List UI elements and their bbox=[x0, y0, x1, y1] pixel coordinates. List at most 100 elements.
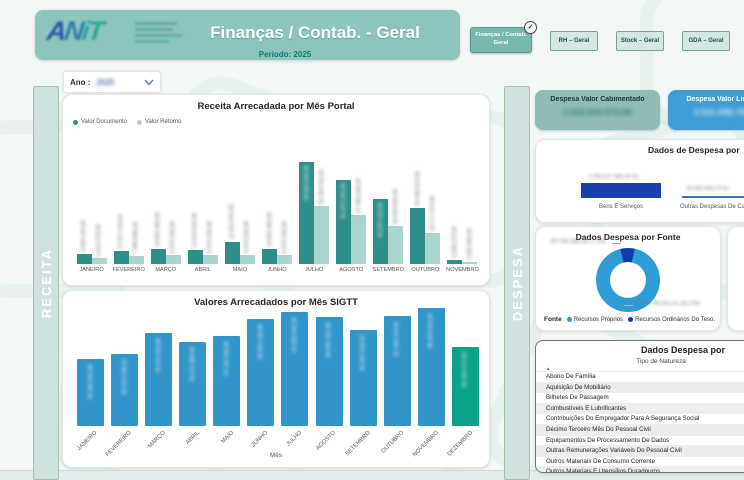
sigtt-month-group: 70.211.088,00 ABRIL bbox=[179, 306, 207, 446]
bar-valor-documento[interactable]: 4.038.270,00 bbox=[447, 226, 463, 264]
legend-dot-icon bbox=[136, 119, 142, 125]
donut-callout-label: 3.264.789.552,41 (92,7%) bbox=[636, 301, 700, 307]
sigtt-bar[interactable]: 89.964.168,00 bbox=[247, 318, 275, 426]
bar-value-label: 54.408.624,00 bbox=[414, 170, 421, 206]
receita-section-label: RECEITA bbox=[38, 247, 54, 319]
bar-value-label: 63.297.510,00 bbox=[377, 201, 384, 237]
card-title: Despesa Valor Liquidado bbox=[686, 96, 744, 103]
bar-valor-retorno[interactable]: 8.976.540,00 bbox=[277, 221, 293, 264]
panel-despesa-natureza-table: Dados Despesa por Tipo de Natureza ▲ Abo… bbox=[535, 340, 744, 473]
bar-valor-documento[interactable]: 81.075.282,00 bbox=[336, 180, 352, 264]
column-header-tipo-natureza[interactable]: Tipo de Natureza bbox=[636, 358, 686, 365]
year-dropdown[interactable]: Ano : 2025 bbox=[64, 72, 160, 92]
sigtt-bar[interactable]: 75.149.358,00 bbox=[213, 336, 241, 426]
sigtt-bar[interactable]: 70.211.088,00 bbox=[179, 342, 207, 426]
portal-x-label: JULHO bbox=[304, 267, 324, 273]
sigtt-bar[interactable]: 95.890.092,00 bbox=[281, 311, 309, 426]
nav-tab-gda-geral[interactable]: GDA – Geral bbox=[682, 31, 730, 51]
legend-item[interactable]: Recursos Próprios bbox=[566, 317, 623, 323]
bar-value-label: 8.976.540,00 bbox=[281, 220, 288, 253]
bar-value-label: 81.075.282,00 bbox=[340, 183, 347, 219]
card-despesa-cabimentado: Despesa Valor Cabimentado 3.522.816.973,… bbox=[535, 90, 660, 130]
portal-x-label: JANEIRO bbox=[79, 267, 104, 273]
bar-value-label: 60.334.548,00 bbox=[121, 359, 128, 395]
table-row[interactable]: Outras Remunerações Variáveis Do Pessoal… bbox=[536, 445, 744, 456]
fonte-legend: Fonte Recursos Próprios Recursos Ordinári… bbox=[544, 316, 716, 323]
portal-x-label: MAIO bbox=[232, 267, 248, 273]
bar-valor-retorno[interactable]: 8.976.540,00 bbox=[239, 221, 255, 264]
sigtt-bar[interactable]: 56.383.932,00 bbox=[77, 358, 104, 426]
bar-valor-documento[interactable]: 9.964.194,00 bbox=[76, 220, 92, 264]
table-row[interactable]: Equipamentos De Processamento De Dados bbox=[536, 434, 744, 446]
donut-hole bbox=[610, 262, 646, 298]
legend-item[interactable]: Recursos Ordinários Do Teso… bbox=[628, 317, 716, 323]
panel-partial-right bbox=[727, 226, 744, 331]
sigtt-bar[interactable]: 66.260.472,00 bbox=[451, 346, 479, 426]
sigtt-month-group: 98.853.054,00 NOVEMBRO bbox=[411, 306, 445, 458]
bar-valor-documento[interactable]: 63.297.510,00 bbox=[373, 198, 389, 264]
bar-valor-documento[interactable]: 13.914.810,00 bbox=[187, 213, 203, 264]
panel-receita-portal: Receita Arrecadada por Mês Portal Valor … bbox=[62, 94, 490, 286]
bar-valor-retorno[interactable]: 2.062.962,00 bbox=[462, 228, 478, 264]
sigtt-month-group: 75.149.358,00 MAIO bbox=[213, 306, 241, 445]
portal-month-group: 54.408.624,00 29.717.274,00 OUTUBRO bbox=[407, 157, 444, 275]
legend-dot-icon bbox=[566, 317, 572, 322]
bar-valor-documento[interactable]: 21.816.042,00 bbox=[224, 204, 240, 264]
company-logo: ANiT bbox=[45, 16, 104, 46]
table-row[interactable]: Contribuições Do Empregador Para A Segur… bbox=[536, 413, 744, 424]
bar-value-label: 95.890.092,00 bbox=[291, 316, 298, 352]
bar-value-label: 90.951.822,00 bbox=[326, 322, 333, 358]
legend-item-valor-documento[interactable]: Valor Documento bbox=[73, 119, 127, 125]
table-row[interactable]: Aquisição De Mobiliário bbox=[536, 381, 744, 393]
sigtt-bar[interactable]: 80.087.628,00 bbox=[349, 330, 377, 426]
table-row[interactable]: Outros Materiais De Consumo Corrente bbox=[536, 455, 744, 467]
sigtt-bar[interactable]: 91.939.476,00 bbox=[383, 316, 411, 426]
bar-value-label: 8.976.540,00 bbox=[207, 220, 214, 253]
nav-tab-stock-geral[interactable]: Stock – Geral bbox=[616, 31, 664, 51]
bar-value-label: 47.495.046,00 bbox=[355, 177, 362, 214]
sigtt-month-group: 60.334.548,00 FEVEREIRO bbox=[105, 306, 139, 458]
bar-value-label: 80.087.628,00 bbox=[360, 335, 367, 371]
panel-despesa-fonte: Dados Despesa por Fonte 257.581.882,45 (… bbox=[535, 226, 721, 331]
bar-value-label: 98.853.054,00 bbox=[428, 313, 435, 349]
bar-valor-documento[interactable]: 14.902.464,00 bbox=[262, 212, 278, 264]
bar-valor-retorno[interactable]: 56.383.932,00 bbox=[314, 169, 330, 264]
portal-x-label: JUNHO bbox=[267, 267, 287, 273]
nav-tab-finan-as-contab-geral[interactable]: Finanças / Contab. Geral ✓ bbox=[470, 21, 537, 53]
bar-valor-retorno[interactable]: 36.630.852,00 bbox=[388, 189, 404, 264]
sigtt-bar[interactable]: 98.853.054,00 bbox=[417, 308, 445, 426]
table-row[interactable]: Décimo Terceiro Mês Do Pessoal Civil bbox=[536, 423, 744, 435]
bar-value-label: 66.260.472,00 bbox=[462, 351, 469, 388]
sigtt-bar[interactable]: 78.112.320,00 bbox=[145, 332, 173, 426]
bar-value-label: 12.927.156,00 bbox=[118, 213, 125, 249]
sigtt-bar[interactable]: 90.951.822,00 bbox=[315, 317, 343, 426]
portal-month-group: 21.816.042,00 8.976.540,00 MAIO bbox=[221, 157, 258, 275]
bar-valor-retorno[interactable]: 7.988.886,00 bbox=[128, 222, 144, 264]
bar-valor-retorno[interactable]: 8.976.540,00 bbox=[165, 221, 181, 264]
bar-value-label: 14.902.464,00 bbox=[155, 211, 162, 247]
table-row[interactable]: Abono De Família bbox=[536, 371, 744, 382]
sigtt-month-group: 90.951.822,00 AGOSTO bbox=[315, 306, 343, 452]
bar-valor-documento[interactable]: 12.927.156,00 bbox=[113, 214, 129, 264]
bar-value-label: 4.038.270,00 bbox=[451, 225, 458, 258]
legend-item-valor-retorno[interactable]: Valor Retorno bbox=[136, 119, 182, 125]
bens-bar[interactable] bbox=[581, 183, 661, 198]
table-row[interactable]: Outros Materiais E Utensílios Duradouros bbox=[536, 466, 744, 472]
bar-value-label: 98.853.054,00 bbox=[303, 165, 310, 201]
sigtt-bar[interactable]: 60.334.548,00 bbox=[111, 354, 139, 426]
table-row[interactable]: Combustíveis E Lubrificantes bbox=[536, 402, 744, 414]
bar-valor-documento[interactable]: 98.853.054,00 bbox=[299, 162, 315, 264]
table-row[interactable]: Bilhetes De Passagem bbox=[536, 392, 744, 403]
period-label: Período: 2025 bbox=[258, 50, 312, 59]
bar-valor-retorno[interactable]: 6.013.578,00 bbox=[91, 224, 107, 264]
bar-valor-retorno[interactable]: 29.717.274,00 bbox=[425, 196, 441, 264]
portal-month-group: 14.902.464,00 8.976.540,00 JUNHO bbox=[258, 157, 295, 275]
outras-bar[interactable] bbox=[682, 196, 744, 198]
bar-valor-documento[interactable]: 54.408.624,00 bbox=[410, 171, 426, 264]
bar-value-label: 70.211.088,00 bbox=[189, 347, 196, 382]
bar-valor-retorno[interactable]: 8.976.540,00 bbox=[202, 221, 218, 264]
bar-value-label: 89.964.168,00 bbox=[257, 323, 264, 359]
nav-tab-rh-geral[interactable]: RH – Geral bbox=[550, 31, 598, 51]
bar-valor-retorno[interactable]: 47.495.046,00 bbox=[351, 178, 367, 264]
bar-valor-documento[interactable]: 14.902.464,00 bbox=[150, 212, 166, 264]
